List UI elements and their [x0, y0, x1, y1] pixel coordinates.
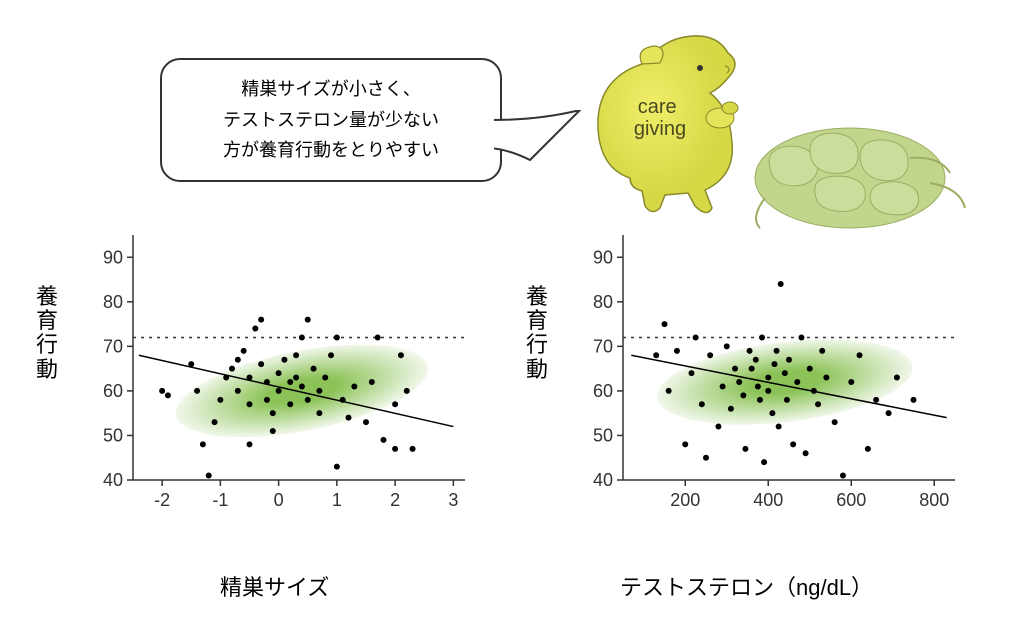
annotation-bubble: 精巣サイズが小さく、 テストステロン量が少ない 方が養育行動をとりやすい	[160, 58, 502, 182]
pups-icon	[755, 128, 965, 228]
svg-text:90: 90	[593, 247, 613, 267]
svg-text:40: 40	[593, 470, 613, 490]
svg-text:800: 800	[919, 490, 949, 510]
svg-text:0: 0	[274, 490, 284, 510]
svg-text:50: 50	[593, 425, 613, 445]
left-scatter-chart: 40 50 60 70 80 90 -2 -1 0 1 2 3	[85, 225, 475, 530]
svg-text:200: 200	[670, 490, 700, 510]
bubble-line-1: 精巣サイズが小さく、	[186, 74, 476, 105]
right-xlabel: テストステロン（ng/dL）	[620, 570, 873, 602]
svg-text:70: 70	[593, 336, 613, 356]
svg-text:-1: -1	[212, 490, 228, 510]
svg-text:60: 60	[103, 381, 123, 401]
right-scatter-chart: 40 50 60 70 80 90 200 400 600 800	[575, 225, 965, 530]
figure-container: 精巣サイズが小さく、 テストステロン量が少ない 方が養育行動をとりやすい	[0, 0, 1024, 620]
svg-text:3: 3	[448, 490, 458, 510]
svg-text:90: 90	[103, 247, 123, 267]
svg-text:60: 60	[593, 381, 613, 401]
svg-text:80: 80	[593, 292, 613, 312]
left-xlabel: 精巣サイズ	[220, 570, 329, 602]
caregiving-label: care giving	[634, 96, 686, 140]
svg-text:400: 400	[753, 490, 783, 510]
caregiving-illustration: care giving	[560, 8, 1000, 238]
svg-text:2: 2	[390, 490, 400, 510]
svg-text:70: 70	[103, 336, 123, 356]
svg-text:600: 600	[836, 490, 866, 510]
bubble-line-2: テストステロン量が少ない	[186, 105, 476, 136]
bubble-line-3: 方が養育行動をとりやすい	[186, 135, 476, 166]
svg-text:80: 80	[103, 292, 123, 312]
svg-text:-2: -2	[154, 490, 170, 510]
svg-text:1: 1	[332, 490, 342, 510]
right-ylabel: 養 育 行 動	[526, 285, 548, 382]
svg-text:40: 40	[103, 470, 123, 490]
svg-text:50: 50	[103, 425, 123, 445]
left-ylabel: 養 育 行 動	[36, 285, 58, 382]
